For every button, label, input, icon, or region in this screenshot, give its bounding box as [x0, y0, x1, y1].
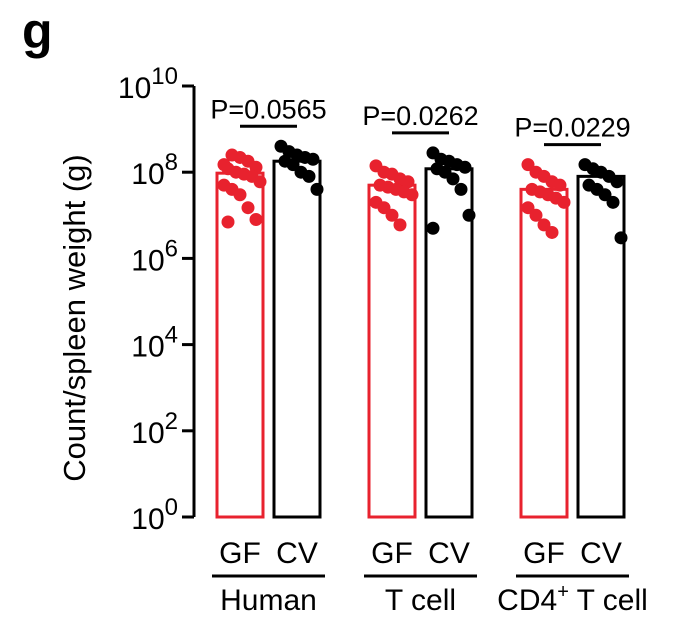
y-tick-exponent: 10: [151, 63, 178, 90]
group-name-superscript: +: [557, 581, 569, 603]
group-label: Human: [220, 584, 317, 617]
data-point: [405, 188, 419, 202]
y-axis-label-group: Count/spleen weight (g): [57, 154, 92, 481]
bars: [215, 159, 626, 519]
data-point: [606, 195, 620, 209]
p-value-label: P=0.0229: [514, 113, 630, 143]
group-label: T cell: [385, 584, 456, 617]
bar-cv: [576, 174, 626, 519]
data-point: [557, 195, 571, 209]
group-name: Human: [220, 584, 317, 617]
group-name: CD4: [497, 584, 557, 617]
y-tick-label: 102: [131, 408, 178, 450]
bar-label: GF: [371, 537, 413, 570]
data-point: [454, 182, 468, 196]
y-tick-base: 10: [131, 417, 164, 450]
data-point: [302, 169, 316, 183]
data-point: [233, 188, 247, 202]
bar-cv: [272, 159, 322, 519]
y-tick-label: 1010: [118, 63, 178, 105]
y-tick-base: 10: [131, 244, 164, 277]
y-tick-base: 10: [131, 503, 164, 536]
y-tick-exponent: 0: [165, 494, 178, 521]
bar-label: GF: [523, 537, 565, 570]
y-tick-label: 106: [131, 235, 178, 277]
data-point: [221, 215, 235, 229]
data-point: [241, 201, 255, 215]
data-point: [249, 212, 263, 226]
p-value-annotations: P=0.0565 P=0.0262 P=0.0229: [210, 94, 631, 147]
data-point: [614, 231, 628, 245]
data-point: [401, 175, 415, 189]
p-value-label: P=0.0262: [362, 101, 478, 131]
data-point: [306, 152, 320, 166]
y-tick-exponent: 2: [165, 408, 178, 435]
y-tick-exponent: 8: [165, 149, 178, 176]
y-tick-label: 100: [131, 494, 178, 536]
group-name: T cell: [385, 584, 456, 617]
data-point: [310, 182, 324, 196]
data-point: [426, 221, 440, 235]
group-name-rest: T cell: [569, 584, 648, 617]
data-point: [458, 160, 472, 174]
bar-cv: [424, 167, 474, 519]
data-point: [385, 208, 399, 222]
data-point: [446, 172, 460, 186]
data-point: [529, 208, 543, 222]
bar-label: GF: [219, 537, 261, 570]
bar-gf: [519, 187, 569, 519]
data-point: [462, 208, 476, 222]
data-point: [393, 218, 407, 232]
data-point: [610, 175, 624, 189]
bar-label: CV: [428, 537, 470, 570]
y-tick-exponent: 6: [165, 235, 178, 262]
group-label: CD4+ T cell: [497, 581, 648, 617]
y-tick-base: 10: [131, 331, 164, 364]
data-point: [253, 175, 267, 189]
data-points: [217, 139, 628, 245]
bar-label: CV: [580, 537, 622, 570]
data-point: [553, 178, 567, 192]
y-tick-label: 104: [131, 322, 178, 364]
y-tick-label: 108: [131, 149, 178, 191]
y-axis-label: Count/spleen weight (g): [57, 154, 92, 481]
y-tick-base: 10: [131, 158, 164, 191]
panel-label: g: [22, 3, 53, 59]
p-value-label: P=0.0565: [210, 94, 326, 124]
bar-gf: [367, 183, 417, 519]
bar-label: CV: [276, 537, 318, 570]
data-point: [545, 225, 559, 239]
y-tick-exponent: 4: [165, 322, 178, 349]
y-tick-base: 10: [118, 72, 151, 105]
